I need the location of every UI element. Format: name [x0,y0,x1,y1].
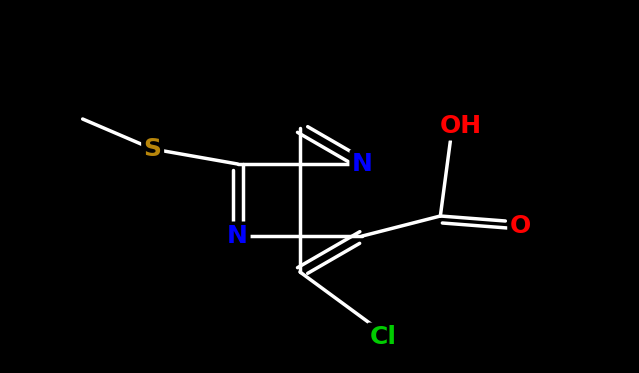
Text: O: O [510,214,531,238]
Text: N: N [352,152,373,176]
Text: OH: OH [439,114,481,138]
Text: S: S [144,137,162,161]
Text: Cl: Cl [369,325,397,349]
Text: N: N [227,224,248,248]
